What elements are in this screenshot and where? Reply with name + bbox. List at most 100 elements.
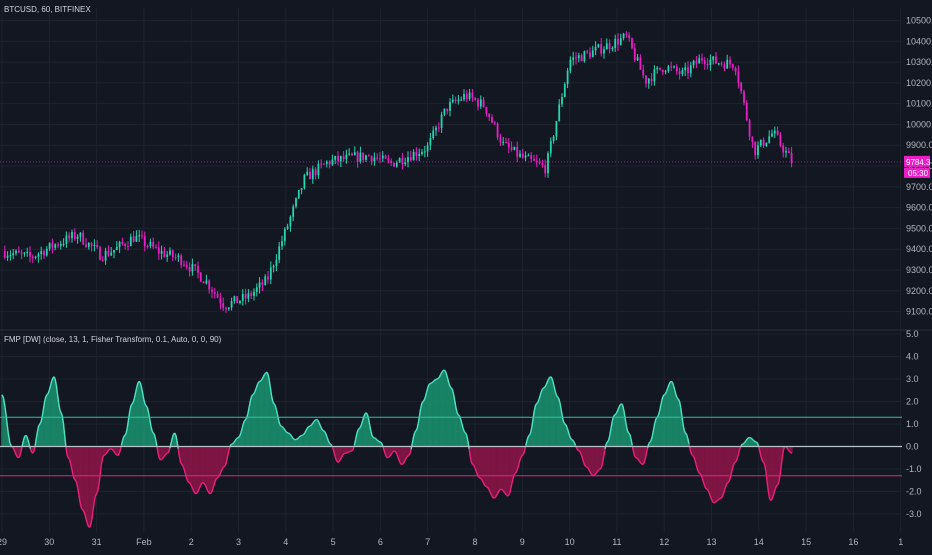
time-tick-label: 13 [706,537,716,547]
osc-line-segment [600,467,601,469]
osc-line-segment [515,472,516,473]
osc-line-segment [317,420,318,421]
candle-body [152,242,154,247]
price-tick-label: 10100.00 [906,99,932,109]
osc-line-segment [108,449,109,450]
candle[interactable] [304,174,306,190]
candle-body [542,163,544,165]
osc-line-segment [374,438,375,439]
candle-body [248,293,250,298]
candle-body [427,145,429,151]
candle-body [516,147,518,157]
candle-body [500,138,502,143]
candle-body [421,152,423,154]
candle-body [718,63,720,64]
time-tick-label: 14 [754,537,764,547]
osc-line-segment [432,381,433,382]
candle[interactable] [631,37,633,49]
candle[interactable] [584,51,586,63]
candle-body [122,242,124,244]
candle-body [110,253,112,256]
candle[interactable] [393,162,395,167]
candle-body [726,60,728,69]
candle-body [654,69,656,81]
candle-body [175,257,177,258]
osc-line-segment [372,436,373,438]
candle-body [729,60,731,64]
osc-line-segment [502,490,503,491]
osc-line-segment [664,394,665,395]
candle-body [505,142,507,143]
osc-line-segment [164,455,165,457]
osc-line-segment [377,440,378,441]
candle-body [161,251,163,254]
candle[interactable] [236,296,238,303]
candle-body [124,244,126,246]
candle-body [357,152,359,162]
candle-body [502,142,504,143]
time-tick-label: 16 [848,537,858,547]
osc-line-segment [481,479,482,481]
candle[interactable] [298,190,300,199]
osc-line-segment [304,433,305,435]
candle-body [494,123,496,124]
osc-line-segment [787,448,788,450]
osc-line-segment [585,466,586,467]
candle-body [382,156,384,159]
candle-body [60,244,62,246]
osc-line-segment [286,431,287,432]
osc-line-segment [282,427,283,428]
candle-body [343,156,345,159]
candle-body [63,244,65,245]
candle-body [659,68,661,70]
candle-body [628,35,630,38]
candle[interactable] [99,246,101,261]
candle-body [525,156,527,158]
candle-body [418,154,420,156]
osc-line-segment [378,441,379,442]
osc-line-segment [607,440,608,442]
osc-line-segment [762,461,763,462]
osc-line-segment [395,451,396,452]
candle-body [12,253,14,255]
osc-tick-label: 2.0 [906,397,919,407]
time-tick-label: 6 [378,537,383,547]
osc-line-segment [743,443,744,444]
candle-body [449,102,451,111]
candle-body [458,100,460,102]
candle-body [782,145,784,152]
osc-line-segment [322,430,323,431]
candle-body [396,163,398,167]
candle-body [528,155,530,156]
candle-body [26,252,28,253]
candle-body [206,281,208,284]
candle-body [732,64,734,68]
candle-body [155,247,157,248]
candle[interactable] [200,272,202,282]
candle-body [589,52,591,57]
candle-body [362,153,364,160]
candle-body [626,34,628,35]
candle-body [374,158,376,162]
candle-body [416,152,418,156]
osc-line-segment [473,465,474,466]
candle-body [712,56,714,59]
osc-line-segment [203,483,204,484]
osc-line-segment [693,456,694,457]
osc-line-segment [162,458,163,459]
candle[interactable] [564,82,566,97]
osc-line-segment [165,454,166,455]
candle-body [91,243,93,246]
candle-body [514,147,516,150]
candle-body [785,151,787,152]
osc-line-segment [118,454,119,455]
candle[interactable] [746,100,748,121]
time-tick-label: 2 [189,537,194,547]
candle-body [256,287,258,291]
osc-line-segment [196,493,197,494]
candle-body [707,64,709,65]
candle-body [225,308,227,309]
candle-body [480,99,482,106]
